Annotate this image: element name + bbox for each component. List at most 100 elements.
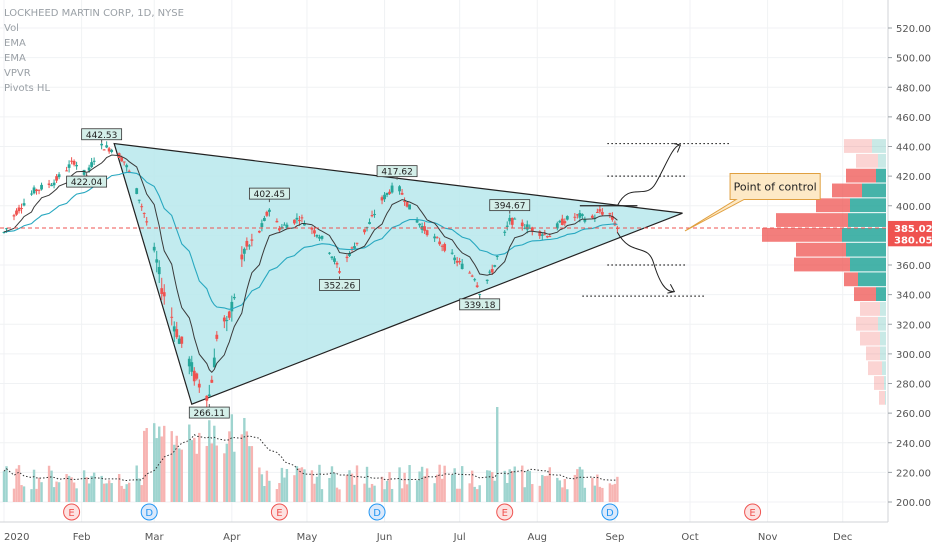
- legend-vol[interactable]: Vol: [4, 23, 19, 34]
- candle: [315, 234, 319, 239]
- candle: [560, 214, 564, 226]
- volume-bar: [12, 488, 16, 502]
- volume-bar: [17, 465, 21, 502]
- marker-E: E: [63, 503, 81, 521]
- time-axis[interactable]: 2020 Feb Mar Apr May Jun Jul Aug Sep Oct Nov Dec: [0, 521, 888, 543]
- candle: [135, 187, 139, 195]
- candle-body: [122, 161, 126, 163]
- candle-body: [197, 383, 201, 388]
- candle-body: [355, 242, 359, 244]
- candle: [508, 214, 512, 225]
- candle-body: [160, 288, 164, 295]
- volume-bar: [400, 488, 404, 502]
- chart-title[interactable]: LOCKHEED MARTIN CORP, 1D, NYSE: [4, 8, 184, 19]
- candle: [195, 372, 199, 381]
- marker-circle: [140, 503, 158, 521]
- legend-ema-2[interactable]: EMA: [4, 53, 26, 64]
- candle-body: [398, 186, 401, 192]
- volume-bar: [596, 474, 599, 502]
- candle: [485, 279, 489, 284]
- volume-bar: [318, 464, 321, 502]
- volume-profile-down: [868, 361, 882, 376]
- candle: [100, 142, 104, 150]
- marker-D: D: [601, 503, 619, 521]
- candle-body: [140, 206, 144, 208]
- candle-body: [608, 213, 612, 215]
- volume-bar: [102, 483, 106, 502]
- price-badge-label: 380.05: [894, 235, 932, 246]
- candle: [37, 189, 41, 195]
- price-axis[interactable]: 200.00 220.00 240.00 260.00 280.00 300.00 320.…: [887, 0, 932, 522]
- volume-bar: [193, 437, 196, 502]
- candle-body: [135, 188, 139, 194]
- candle: [20, 203, 23, 214]
- candle: [320, 235, 324, 241]
- candle-body: [100, 143, 104, 146]
- volume-bar: [35, 488, 38, 502]
- volume-bars: [2, 407, 619, 502]
- candle: [538, 230, 542, 239]
- candle-body: [90, 162, 94, 167]
- candle-body: [190, 362, 194, 372]
- candle-body: [240, 254, 244, 260]
- volume-profile-up: [876, 168, 886, 183]
- legend-pivots[interactable]: Pivots HL: [4, 83, 51, 94]
- price-tick-label: 200.00: [896, 498, 931, 509]
- candle: [390, 182, 394, 194]
- candle: [257, 230, 261, 234]
- legend-ema-1[interactable]: EMA: [4, 38, 26, 49]
- volume-bar: [140, 485, 143, 502]
- candle: [493, 264, 497, 268]
- volume-bar: [523, 487, 526, 502]
- candle-body: [513, 218, 517, 220]
- volume-profile-down: [762, 227, 842, 242]
- candle: [262, 215, 266, 222]
- marker-letter: D: [145, 508, 153, 519]
- candle: [145, 216, 149, 226]
- volume-bar: [370, 483, 374, 502]
- candle-body: [283, 224, 286, 226]
- candle-body: [555, 223, 559, 229]
- candle-body: [47, 183, 51, 185]
- volume-profile-down: [832, 183, 862, 198]
- point-of-control-callout[interactable]: Point of control: [684, 172, 821, 232]
- candle: [137, 199, 141, 204]
- volume-bar: [275, 489, 279, 502]
- candle-body: [50, 185, 53, 187]
- volume-bar: [5, 466, 8, 502]
- candle: [443, 242, 447, 253]
- legend-vpvr[interactable]: VPVR: [4, 68, 31, 79]
- volume-profile-up: [880, 346, 886, 361]
- volume-profile-up: [846, 242, 886, 257]
- volume-bar: [47, 465, 51, 502]
- candle: [373, 209, 376, 218]
- volume-profile-down: [816, 198, 850, 213]
- candle-body: [383, 194, 386, 200]
- candle: [295, 213, 299, 224]
- candle-body: [250, 239, 254, 241]
- volume-bar: [155, 438, 158, 502]
- pivot-label: 402.45: [248, 187, 290, 203]
- candle-body: [390, 185, 394, 193]
- candle: [573, 212, 577, 222]
- candle-body: [400, 192, 404, 195]
- candle-body: [388, 191, 391, 194]
- volume-bar: [40, 482, 43, 502]
- arrow-down-head: [667, 284, 676, 294]
- candle-body: [538, 231, 542, 236]
- volume-moving-average: [3, 434, 618, 482]
- volume-bar: [486, 470, 489, 502]
- candle: [205, 395, 209, 409]
- candle-body: [102, 149, 106, 151]
- volume-bar: [210, 443, 214, 502]
- candle-body: [30, 193, 33, 195]
- price-tick-label: 280.00: [896, 380, 931, 391]
- volume-bar: [160, 436, 163, 502]
- candle: [490, 264, 494, 275]
- candle-body: [55, 176, 58, 181]
- ema-slow-line: [3, 171, 618, 310]
- volume-bar: [145, 428, 148, 502]
- volume-bar: [295, 466, 299, 502]
